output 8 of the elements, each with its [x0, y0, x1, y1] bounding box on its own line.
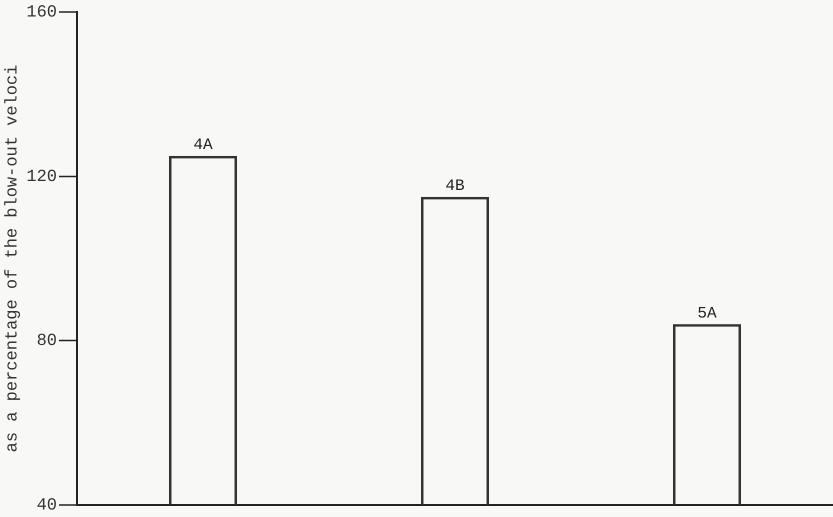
y-tick-label: 120: [26, 168, 58, 187]
y-axis-title: as a percentage of the blow-out veloci: [4, 64, 23, 452]
y-tick-label: 80: [36, 332, 58, 352]
x-tick-label: 4A: [193, 136, 214, 154]
y-tick-label: 160: [26, 4, 58, 23]
x-tick-label: 4B: [445, 177, 465, 196]
y-tick-label: 40: [36, 496, 58, 516]
x-tick-label: 5A: [697, 304, 717, 322]
